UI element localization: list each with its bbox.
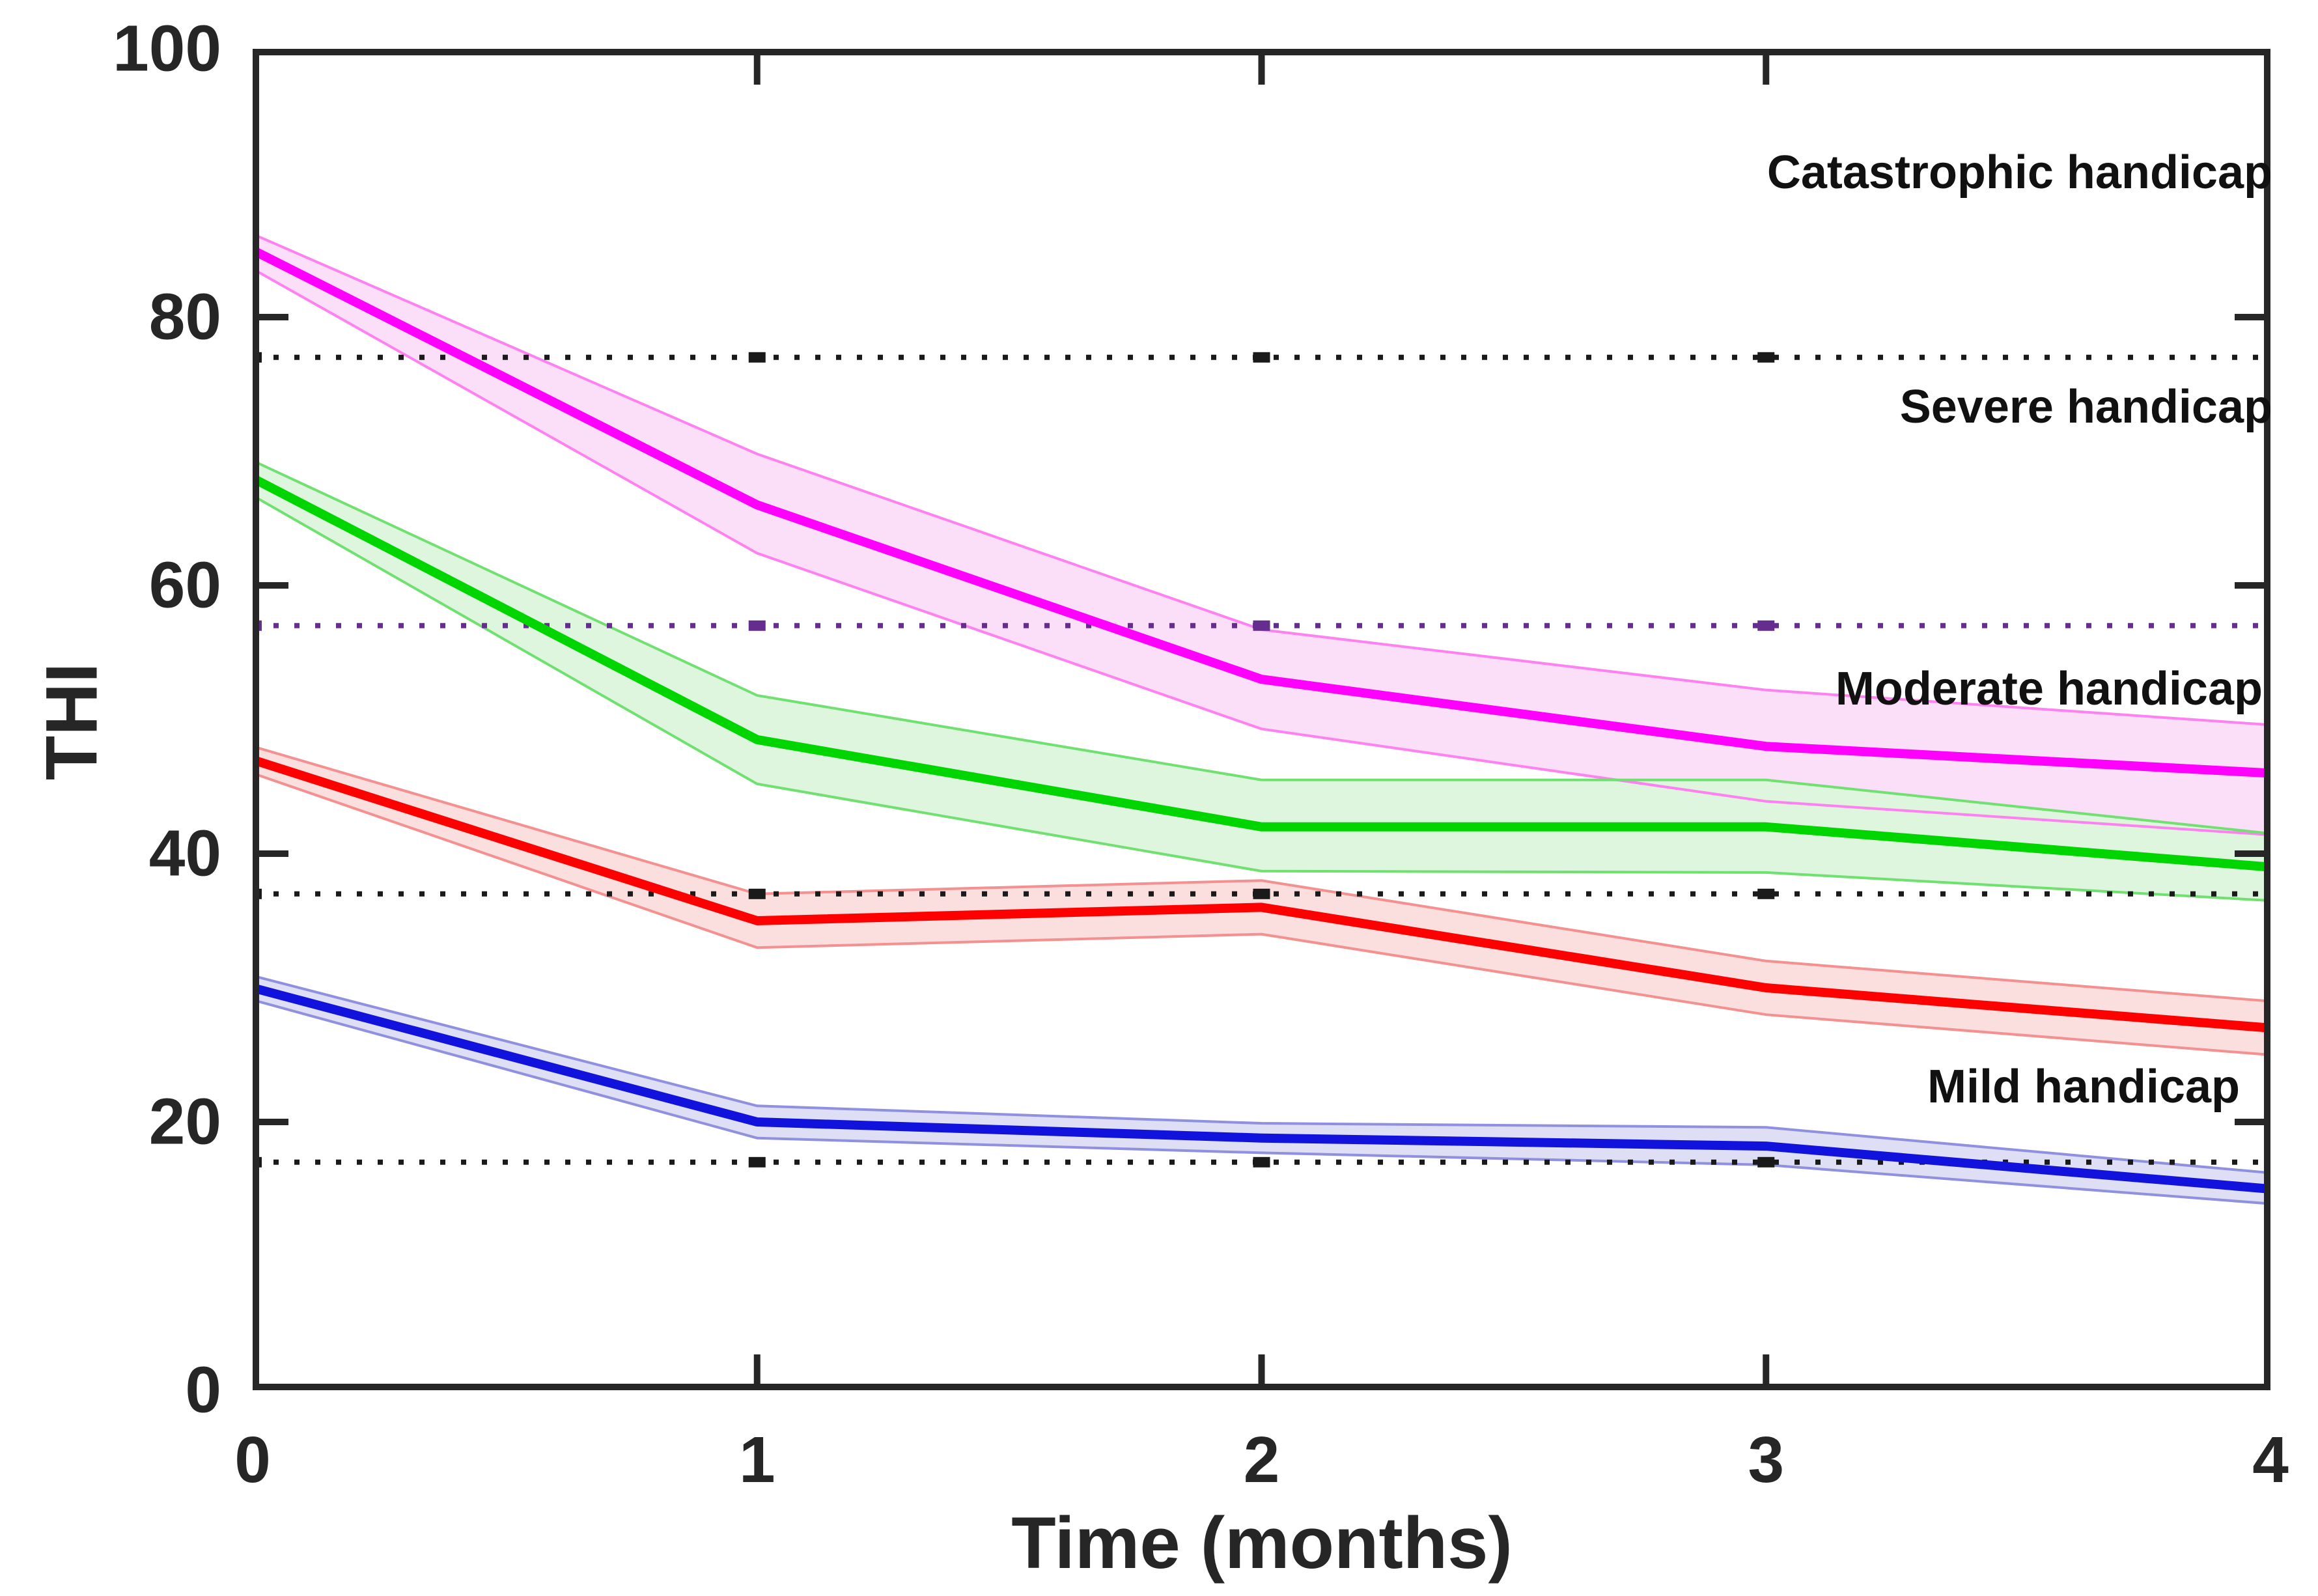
y-tick-label-80: 80 (148, 280, 221, 354)
annotation-moderate: Moderate handicap (1835, 662, 2263, 715)
x-axis-title: Time (months) (1011, 1502, 1513, 1584)
reference-tick-dot (748, 1156, 766, 1168)
x-tick-label-1: 1 (738, 1423, 775, 1496)
annotation-catastrophic: Catastrophic handicap (1766, 146, 2272, 199)
reference-tick-dot (1757, 620, 1775, 631)
reference-tick-dot (748, 620, 766, 631)
band-severe (253, 460, 2270, 901)
x-tick-label-0: 0 (234, 1423, 271, 1496)
band-edge (253, 745, 2270, 1003)
reference-tick-dot (1757, 888, 1775, 899)
line-moderate (253, 755, 2270, 1033)
reference-tick-dot (1757, 352, 1775, 363)
band-edge (253, 494, 2270, 903)
y-tick-label-0: 0 (185, 1353, 221, 1427)
axis-frame (253, 49, 2270, 1390)
reference-tick-dot (1253, 352, 1270, 363)
y-tick-label-20: 20 (148, 1085, 221, 1158)
annotation-mild: Mild handicap (1927, 1061, 2240, 1113)
annotation-severe: Severe handicap (1899, 381, 2272, 434)
y-tick-label-40: 40 (148, 817, 221, 890)
band-catastrophic (253, 234, 2270, 835)
reference-tick-dot (1757, 1156, 1775, 1168)
line-catastrophic (253, 245, 2270, 778)
y-tick-label-100: 100 (113, 12, 221, 85)
x-tick-label-2: 2 (1243, 1423, 1280, 1496)
reference-tick-dot (1253, 888, 1270, 899)
band-edge (253, 268, 2270, 837)
y-axis-title: THI (31, 662, 113, 781)
reference-tick-dot (748, 888, 766, 899)
band-edge (253, 772, 2270, 1056)
reference-tick-dot (1253, 620, 1270, 631)
x-tick-label-3: 3 (1748, 1423, 1785, 1496)
y-tick-label-60: 60 (148, 548, 221, 622)
x-tick-label-4: 4 (2252, 1423, 2289, 1496)
band-edge (253, 998, 2270, 1205)
reference-tick-dot (748, 352, 766, 363)
plot-area (253, 49, 2270, 1390)
band-moderate (253, 746, 2270, 1055)
line-severe (253, 473, 2270, 872)
line-mild (253, 983, 2270, 1194)
reference-tick-dot (1253, 1156, 1270, 1168)
band-edge (253, 459, 2270, 835)
band-edge (253, 974, 2270, 1175)
